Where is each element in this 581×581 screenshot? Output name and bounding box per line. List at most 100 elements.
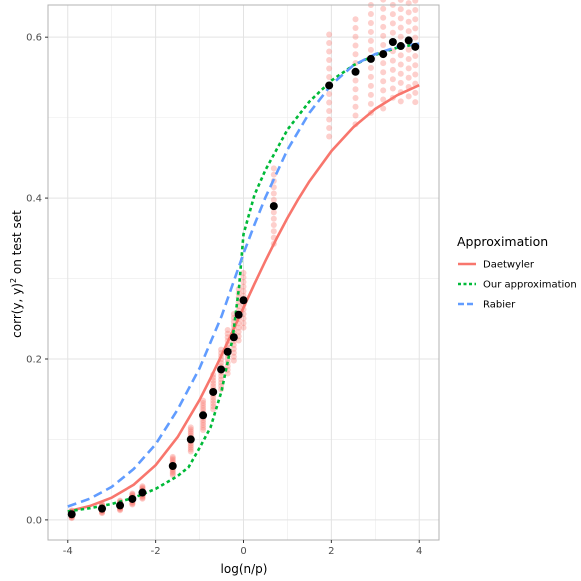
legend-label: Rabier bbox=[483, 300, 516, 311]
y-axis: 0.0 0.2 0.4 0.6 bbox=[26, 33, 48, 526]
replicate-point bbox=[367, 28, 374, 35]
mean-point bbox=[168, 461, 177, 470]
mean-points bbox=[67, 36, 420, 519]
replicate-point bbox=[270, 165, 277, 172]
replicate-point bbox=[270, 209, 277, 216]
replicate-point bbox=[405, 65, 412, 72]
mean-point bbox=[229, 333, 238, 342]
replicate-point bbox=[389, 57, 396, 64]
replicate-point bbox=[326, 116, 333, 123]
replicate-point bbox=[367, 82, 374, 89]
replicate-point bbox=[240, 288, 247, 295]
replicate-point bbox=[397, 70, 404, 77]
replicate-point bbox=[187, 446, 194, 453]
replicate-point bbox=[389, 85, 396, 92]
replicate-point bbox=[367, 46, 374, 53]
y-axis-title-prefix: corr( bbox=[10, 310, 24, 338]
replicate-point bbox=[240, 279, 247, 286]
replicate-point bbox=[187, 430, 194, 437]
replicate-point bbox=[210, 406, 217, 413]
replicate-point bbox=[397, 79, 404, 86]
legend-title: Approximation bbox=[457, 234, 548, 249]
mean-point bbox=[223, 347, 232, 356]
replicate-point bbox=[380, 5, 387, 12]
replicate-point bbox=[224, 327, 231, 334]
replicate-point bbox=[326, 48, 333, 55]
replicate-point bbox=[235, 328, 242, 335]
replicate-point bbox=[412, 71, 419, 78]
y-tick-label: 0.4 bbox=[26, 194, 42, 205]
x-axis: -4 -2 0 2 4 bbox=[63, 540, 422, 557]
replicate-point bbox=[200, 427, 207, 434]
replicate-point bbox=[129, 501, 136, 508]
replicate-point bbox=[367, 73, 374, 80]
mean-point bbox=[411, 42, 420, 51]
mean-point bbox=[186, 435, 195, 444]
replicate-point bbox=[352, 42, 359, 49]
replicate-point bbox=[380, 0, 387, 3]
replicate-point bbox=[326, 65, 333, 72]
replicate-point bbox=[240, 320, 247, 327]
replicate-point bbox=[270, 184, 277, 191]
replicate-point bbox=[412, 34, 419, 41]
replicate-point bbox=[169, 470, 176, 477]
replicate-point bbox=[380, 41, 387, 48]
mean-point bbox=[98, 504, 107, 513]
x-tick-label: 0 bbox=[240, 546, 246, 557]
replicate-point bbox=[270, 215, 277, 222]
replicate-point bbox=[240, 283, 247, 290]
mean-point bbox=[138, 488, 147, 497]
replicate-point bbox=[397, 61, 404, 68]
y-axis-title-hat: y bbox=[10, 302, 24, 309]
legend-label: Daetwyler bbox=[483, 260, 535, 271]
replicate-point bbox=[187, 424, 194, 431]
x-tick-label: 2 bbox=[328, 546, 334, 557]
replicate-point bbox=[270, 196, 277, 203]
replicate-point bbox=[412, 62, 419, 69]
replicate-point bbox=[169, 455, 176, 462]
replicate-point bbox=[169, 456, 176, 463]
replicate-point bbox=[240, 269, 247, 276]
y-axis-title: corr(y, y)2 on test set bbox=[9, 210, 24, 338]
replicate-point bbox=[326, 73, 333, 80]
replicate-point bbox=[412, 99, 419, 106]
mean-point bbox=[217, 365, 226, 374]
replicate-point bbox=[235, 324, 242, 331]
replicate-point bbox=[412, 25, 419, 32]
y-axis-title-suffix: on test set bbox=[10, 210, 24, 278]
replicate-point bbox=[200, 397, 207, 404]
series-line-rabier bbox=[67, 42, 420, 508]
replicate-point bbox=[397, 98, 404, 105]
replicate-point bbox=[210, 394, 217, 401]
replicate-point bbox=[367, 10, 374, 17]
replicate-point bbox=[412, 6, 419, 13]
replicate-point bbox=[380, 32, 387, 39]
mean-point bbox=[239, 296, 248, 305]
replicate-point bbox=[187, 448, 194, 455]
replicate-point bbox=[200, 422, 207, 429]
legend: Approximation Daetwyler Our approximation… bbox=[457, 234, 577, 311]
replicate-point bbox=[224, 330, 231, 337]
replicate-point bbox=[397, 15, 404, 22]
replicate-point bbox=[352, 16, 359, 23]
mean-point bbox=[269, 202, 278, 211]
replicate-point bbox=[352, 103, 359, 110]
replicate-point bbox=[210, 403, 217, 410]
replicate-point bbox=[326, 133, 333, 140]
replicate-point bbox=[210, 377, 217, 384]
replicate-point bbox=[240, 324, 247, 331]
replicate-point bbox=[352, 77, 359, 84]
replicate-point bbox=[352, 33, 359, 40]
replicate-point bbox=[230, 345, 237, 352]
mean-point bbox=[128, 494, 137, 503]
replicate-point bbox=[210, 383, 217, 390]
replicate-point bbox=[218, 373, 225, 380]
replicate-point bbox=[397, 52, 404, 59]
replicate-point bbox=[405, 28, 412, 35]
replicate-point bbox=[240, 274, 247, 281]
replicate-point bbox=[380, 23, 387, 30]
replicate-point bbox=[187, 444, 194, 451]
replicate-point bbox=[397, 6, 404, 13]
replicate-point bbox=[389, 20, 396, 27]
